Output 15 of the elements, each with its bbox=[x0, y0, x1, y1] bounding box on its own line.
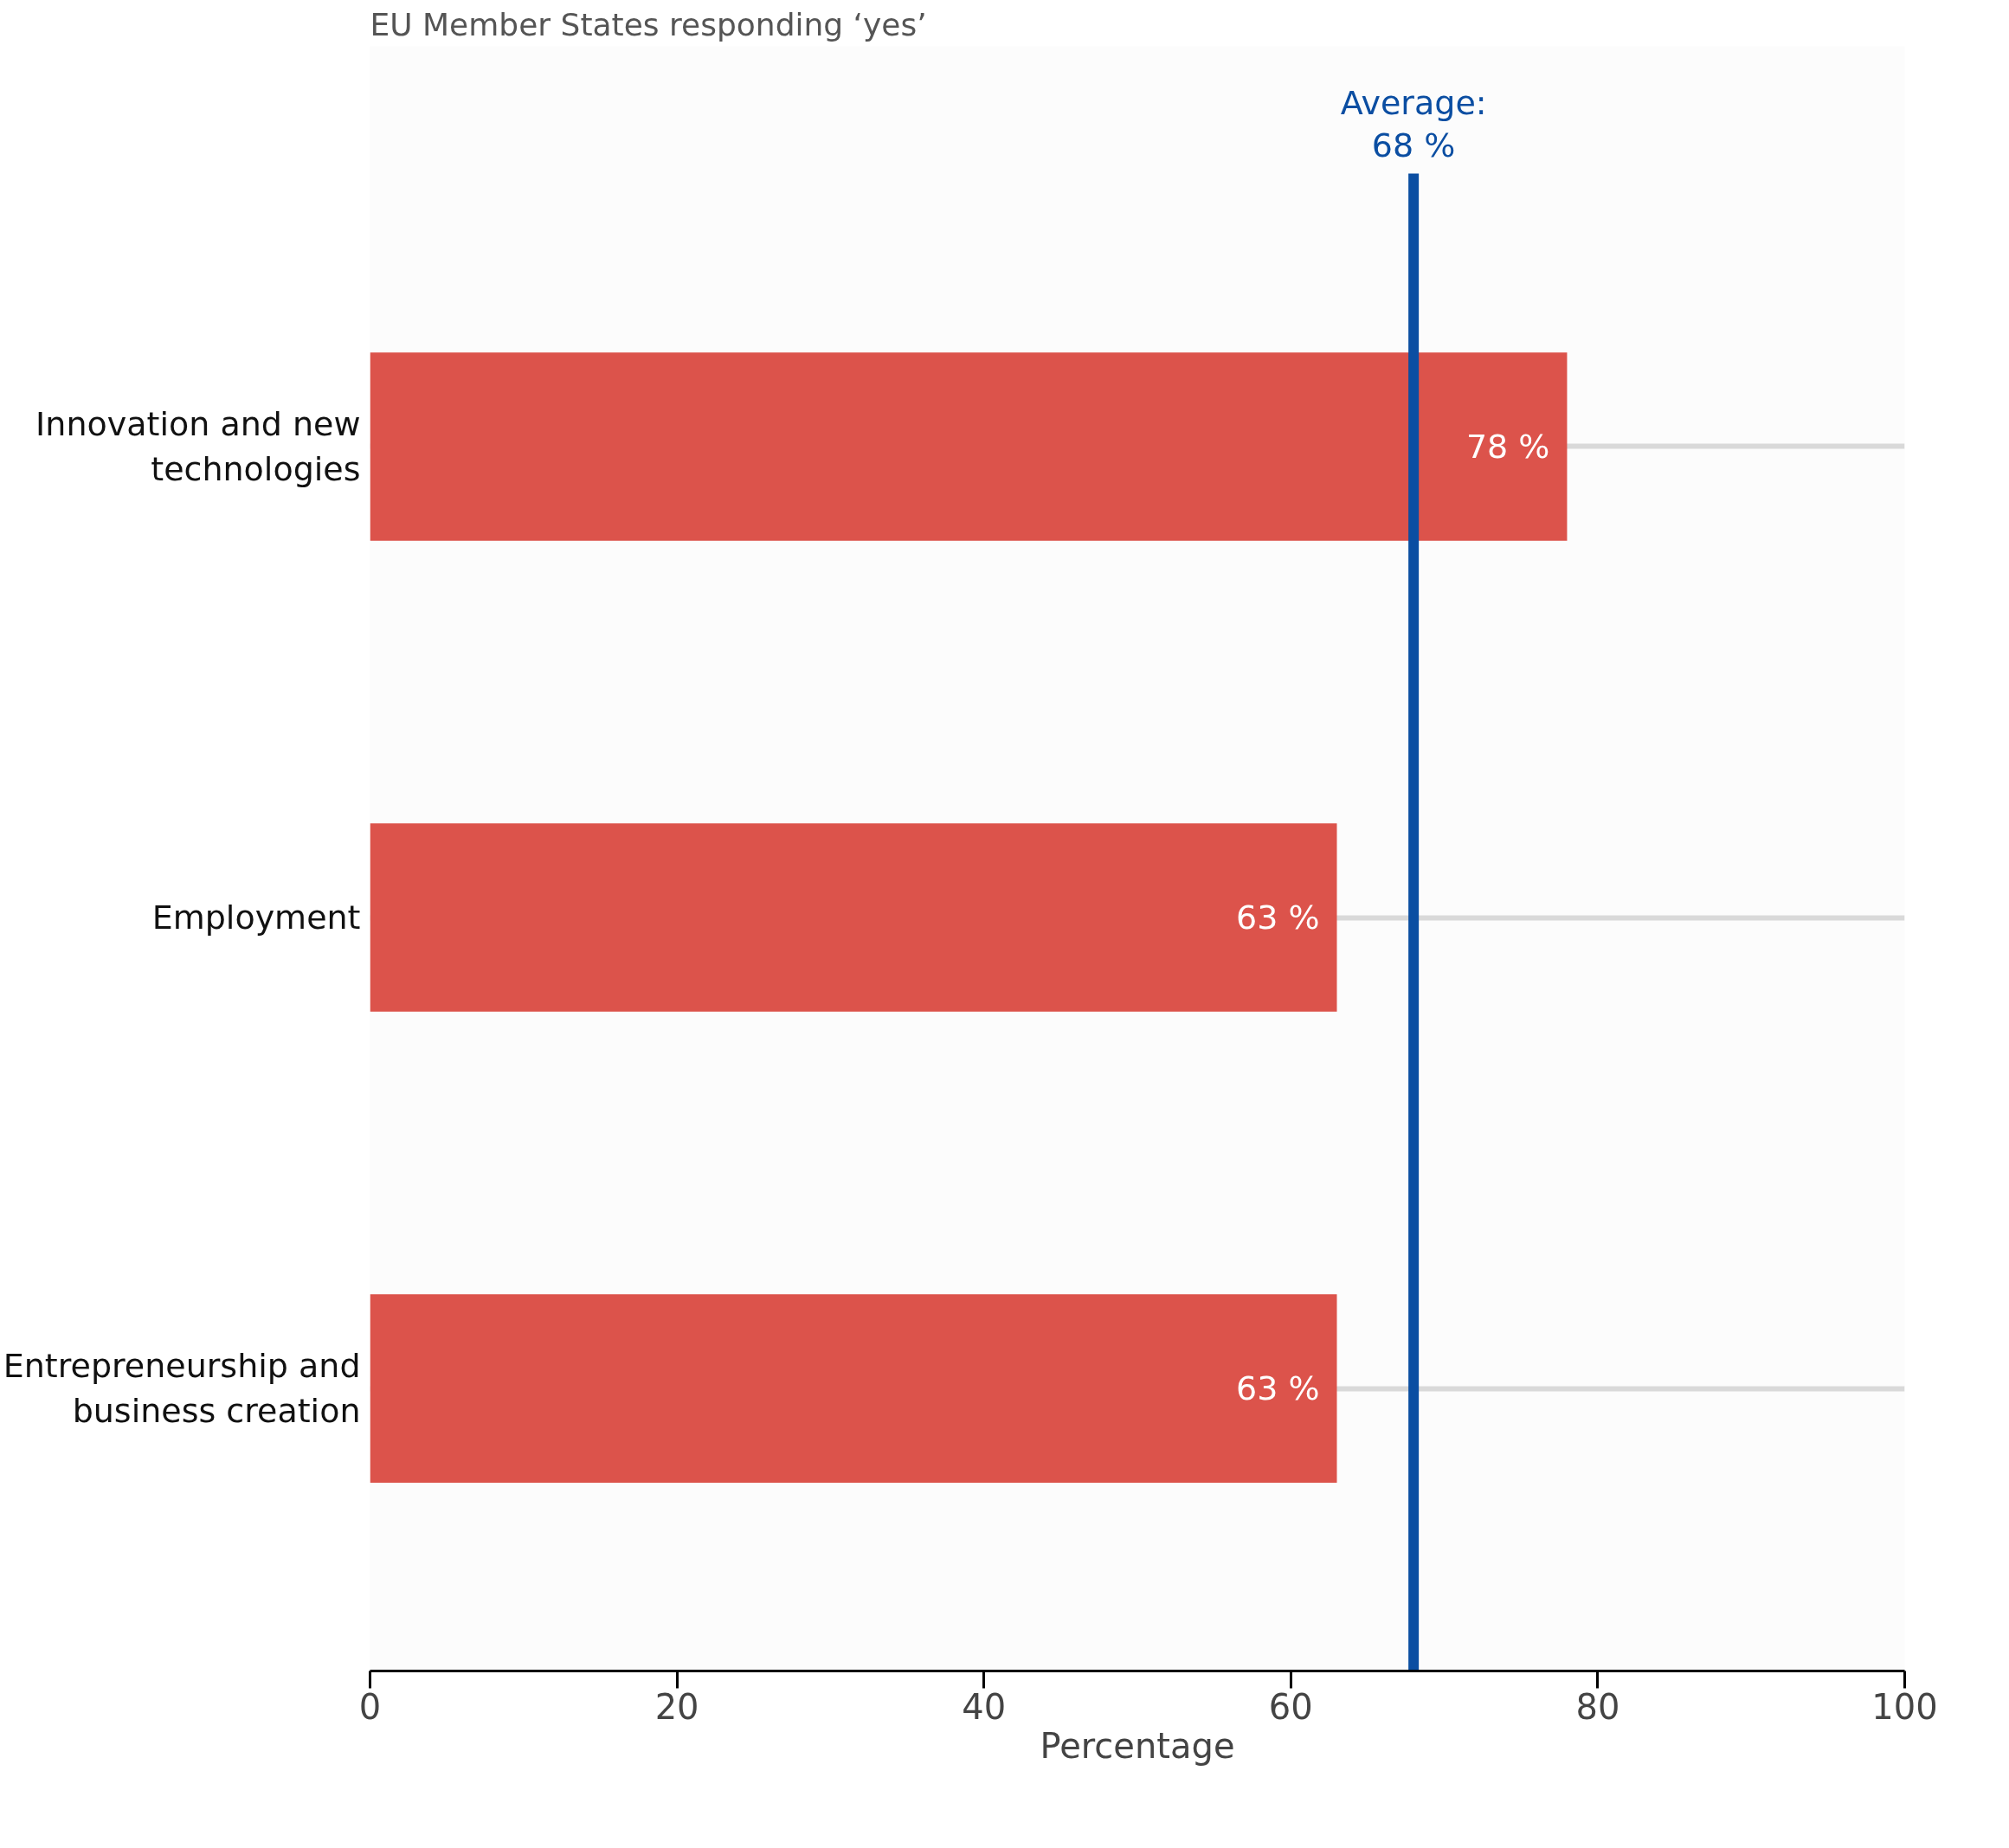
chart-subtitle: EU Member States responding ‘yes’ bbox=[370, 6, 927, 42]
x-tick-label: 20 bbox=[654, 1686, 699, 1727]
x-axis-title: Percentage bbox=[1040, 1725, 1235, 1766]
x-tick-label: 80 bbox=[1575, 1686, 1620, 1727]
data-label: 63 % bbox=[1235, 898, 1320, 937]
y-tick-label: Employment bbox=[151, 898, 361, 937]
x-tick-label: 100 bbox=[1871, 1686, 1938, 1727]
x-tick-label: 40 bbox=[962, 1686, 1007, 1727]
data-label: 78 % bbox=[1465, 427, 1550, 466]
x-tick-label: 0 bbox=[358, 1686, 382, 1727]
data-label: 63 % bbox=[1235, 1369, 1320, 1408]
y-tick-label: Innovation and new technologies bbox=[35, 404, 361, 489]
x-tick-label: 60 bbox=[1268, 1686, 1313, 1727]
ref-line-label: Average: 68 % bbox=[1340, 84, 1487, 164]
y-tick-label: Entrepreneurship and business creation bbox=[3, 1346, 361, 1431]
